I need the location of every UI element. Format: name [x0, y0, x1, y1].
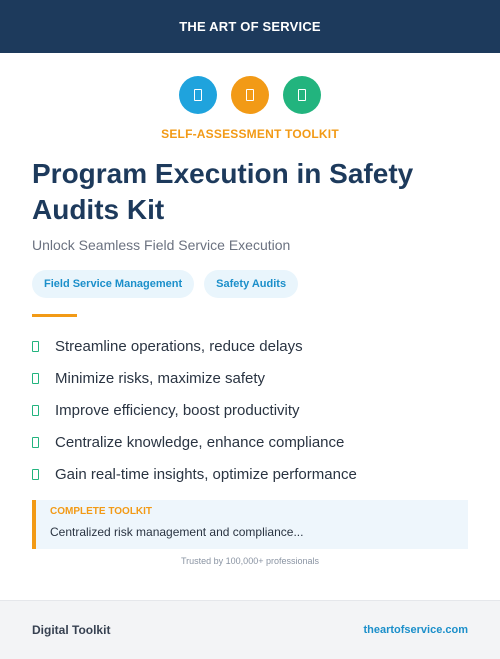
check-icon — [32, 404, 39, 416]
accent-divider — [32, 314, 77, 317]
document-icon — [231, 76, 269, 114]
check-icon — [32, 468, 39, 480]
check-icon — [32, 436, 39, 448]
tag-safety-audits[interactable]: Safety Audits — [204, 270, 299, 298]
callout-text: Centralized risk management and complian… — [50, 525, 304, 539]
website-link[interactable]: theartofservice.com — [363, 624, 468, 636]
benefit-text: Streamline operations, reduce delays — [55, 337, 303, 355]
brand-name: THE ART OF SERVICE — [179, 19, 321, 34]
benefit-text: Improve efficiency, boost productivity — [55, 401, 300, 419]
trust-note: Trusted by 100,000+ professionals — [180, 556, 319, 566]
document-icon — [179, 76, 217, 114]
footer-label: Digital Toolkit — [32, 623, 111, 637]
tag-field-service-management[interactable]: Field Service Management — [32, 270, 195, 298]
benefit-list: Streamline operations, reduce delays Min… — [32, 330, 357, 490]
icon-row — [0, 76, 500, 114]
page-title: Program Execution in Safety Audits Kit — [32, 158, 414, 225]
callout-label: COMPLETE TOOLKIT — [50, 506, 153, 517]
document-icon — [283, 76, 321, 114]
top-banner: THE ART OF SERVICE — [0, 0, 500, 53]
check-icon — [32, 340, 39, 352]
benefit-text: Minimize risks, maximize safety — [55, 369, 266, 387]
tag-list: Field Service Management Safety Audits — [32, 270, 299, 298]
benefit-text: Centralize knowledge, enhance compliance — [55, 433, 345, 451]
benefit-text: Gain real-time insights, optimize perfor… — [55, 465, 357, 483]
benefit-item: Centralize knowledge, enhance compliance — [32, 426, 357, 458]
toolkit-callout: COMPLETE TOOLKIT Centralized risk manage… — [32, 500, 468, 549]
benefit-item: Gain real-time insights, optimize perfor… — [32, 458, 357, 490]
subtitle: Unlock Seamless Field Service Execution — [32, 237, 291, 253]
benefit-item: Minimize risks, maximize safety — [32, 362, 357, 394]
eyebrow-label: SELF-ASSESSMENT TOOLKIT — [161, 127, 339, 141]
benefit-item: Streamline operations, reduce delays — [32, 330, 357, 362]
footer: Digital Toolkit theartofservice.com — [0, 600, 500, 659]
check-icon — [32, 372, 39, 384]
benefit-item: Improve efficiency, boost productivity — [32, 394, 357, 426]
